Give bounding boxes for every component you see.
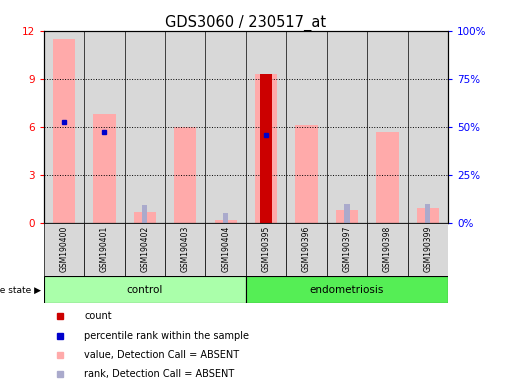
Text: endometriosis: endometriosis <box>310 285 384 295</box>
Text: GSM190399: GSM190399 <box>423 225 432 272</box>
Text: value, Detection Call = ABSENT: value, Detection Call = ABSENT <box>84 350 239 360</box>
Text: rank, Detection Call = ABSENT: rank, Detection Call = ABSENT <box>84 369 234 379</box>
Bar <box>260 74 272 223</box>
Text: GSM190395: GSM190395 <box>262 225 270 272</box>
Bar <box>367 31 408 223</box>
Bar <box>425 204 431 223</box>
Bar <box>246 223 286 276</box>
Bar <box>125 223 165 276</box>
Bar <box>286 31 327 223</box>
Bar <box>205 223 246 276</box>
Text: GSM190404: GSM190404 <box>221 225 230 272</box>
Bar <box>44 31 84 223</box>
Bar <box>44 223 84 276</box>
Bar <box>165 31 205 223</box>
Bar <box>134 212 156 223</box>
Text: GSM190401: GSM190401 <box>100 225 109 271</box>
Bar <box>125 31 165 223</box>
Text: percentile rank within the sample: percentile rank within the sample <box>84 331 249 341</box>
Bar <box>215 220 237 223</box>
Bar <box>174 127 196 223</box>
Text: control: control <box>127 285 163 295</box>
Bar <box>408 223 448 276</box>
Bar <box>336 210 358 223</box>
Text: disease state ▶: disease state ▶ <box>0 285 41 295</box>
Bar <box>296 125 318 223</box>
Bar <box>165 223 205 276</box>
Text: GSM190397: GSM190397 <box>342 225 351 272</box>
Bar <box>327 31 367 223</box>
Text: count: count <box>84 311 112 321</box>
Bar <box>286 223 327 276</box>
Bar <box>255 74 277 223</box>
Title: GDS3060 / 230517_at: GDS3060 / 230517_at <box>165 15 327 31</box>
Text: GSM190398: GSM190398 <box>383 225 392 271</box>
Bar <box>44 276 246 303</box>
Bar <box>84 223 125 276</box>
Bar <box>53 39 75 223</box>
Text: GSM190400: GSM190400 <box>60 225 68 272</box>
Bar <box>327 223 367 276</box>
Bar <box>223 213 228 223</box>
Bar <box>142 205 147 223</box>
Bar <box>345 204 350 223</box>
Bar <box>367 223 408 276</box>
Bar <box>93 114 115 223</box>
Bar <box>205 31 246 223</box>
Text: GSM190396: GSM190396 <box>302 225 311 272</box>
Bar <box>246 276 448 303</box>
Bar <box>246 31 286 223</box>
Bar <box>376 131 399 223</box>
Text: GSM190403: GSM190403 <box>181 225 190 272</box>
Bar <box>417 208 439 223</box>
Bar <box>408 31 448 223</box>
Bar <box>84 31 125 223</box>
Text: GSM190402: GSM190402 <box>141 225 149 271</box>
